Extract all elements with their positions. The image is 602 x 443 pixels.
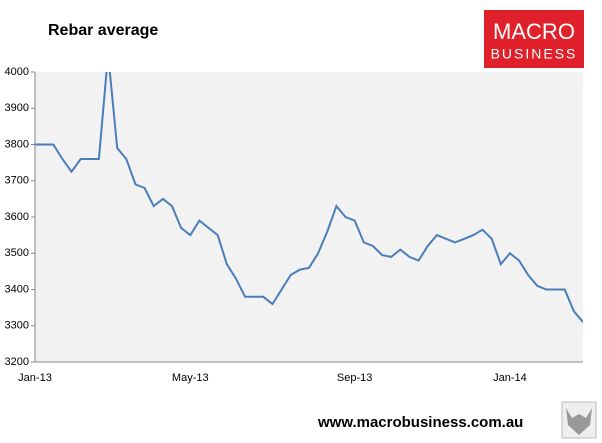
chart-title: Rebar average bbox=[48, 22, 158, 39]
x-tick-label: Sep-13 bbox=[337, 372, 372, 384]
wolf-icon bbox=[561, 401, 597, 439]
y-tick-label: 3700 bbox=[5, 175, 29, 187]
logo-text: MACRO bbox=[493, 19, 575, 44]
y-tick-label: 3900 bbox=[5, 102, 29, 114]
y-tick-label: 3600 bbox=[5, 211, 29, 223]
y-tick-label: 3500 bbox=[5, 247, 29, 259]
y-tick-label: 4000 bbox=[5, 66, 29, 78]
logo-box bbox=[484, 10, 584, 68]
plot-area bbox=[35, 72, 583, 362]
y-tick-label: 3800 bbox=[5, 138, 29, 150]
icon-shape bbox=[566, 408, 592, 435]
y-tick-label: 3400 bbox=[5, 283, 29, 295]
data-line bbox=[35, 72, 583, 323]
y-tick-label: 3300 bbox=[5, 320, 29, 332]
y-tick-label: 3200 bbox=[5, 356, 29, 368]
x-tick-label: Jan-14 bbox=[493, 372, 527, 384]
x-tick-label: May-13 bbox=[172, 372, 209, 384]
x-tick-label: Jan-13 bbox=[18, 372, 52, 384]
logo: MACRO BUSINESS bbox=[484, 10, 584, 68]
logo-text: BUSINESS bbox=[491, 46, 578, 62]
footer-url: www.macrobusiness.com.au bbox=[317, 414, 523, 431]
